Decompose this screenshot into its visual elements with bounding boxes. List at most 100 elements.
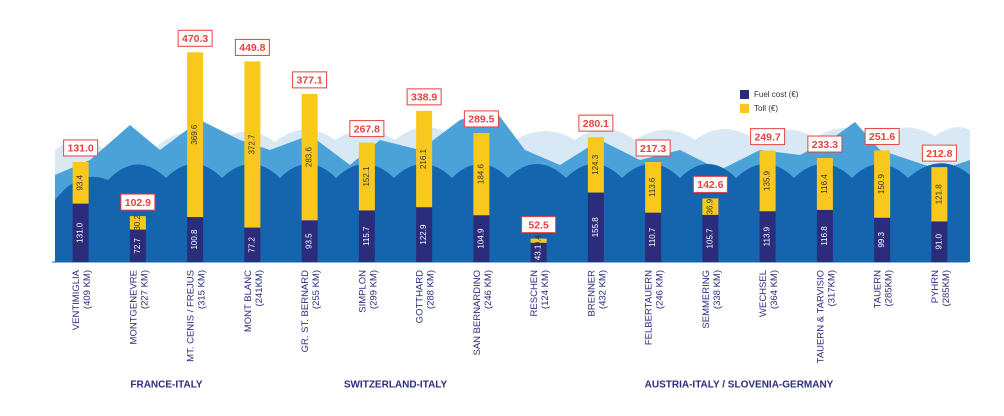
bar-segment — [931, 221, 948, 262]
total-label: 338.9 — [411, 92, 437, 104]
bar-segment — [72, 203, 89, 262]
bar-value-label: 91.0 — [934, 233, 943, 249]
x-tick-label: WECHSEL — [758, 270, 769, 317]
x-tick-sublabel: (338 KM) — [712, 270, 723, 309]
total-box — [177, 29, 213, 47]
bar-value-label: 115.7 — [362, 226, 371, 246]
x-tick-label: SAN BERNARDINO — [472, 270, 483, 356]
x-tick-label: MT. CENIS / FREJUS — [186, 270, 197, 362]
x-tick-sublabel: (285KM) — [884, 270, 895, 306]
x-tick-sublabel: (255 KM) — [311, 270, 322, 309]
bar-value-label: 104.9 — [476, 228, 485, 249]
group-label: SWITZERLAND-ITALY — [344, 380, 448, 391]
bar-segment — [473, 215, 490, 262]
total-label: 233.3 — [812, 139, 838, 151]
bar-segment — [874, 217, 891, 262]
total-label: 52.5 — [528, 219, 549, 231]
bar-segment — [587, 192, 604, 262]
total-label: 267.8 — [354, 123, 380, 135]
bar-segment — [187, 217, 204, 262]
legend-swatch — [740, 90, 749, 99]
total-box — [635, 139, 671, 157]
bar-value-label: 372.7 — [247, 134, 256, 155]
bar-value-label: 135.9 — [763, 170, 772, 191]
bar-segment — [874, 150, 891, 218]
bar-segment — [244, 227, 261, 262]
x-tick-label: PYHRN — [930, 270, 941, 303]
bar-value-label: 152.1 — [362, 166, 371, 187]
bar-segment — [759, 150, 776, 212]
total-box — [292, 71, 328, 89]
x-tick-sublabel: (227 KM) — [139, 270, 150, 309]
bar-segment — [301, 220, 318, 262]
x-tick-label: TAUERN & TARVISIO — [815, 270, 826, 363]
total-box — [349, 120, 385, 138]
legend: Fuel cost (€) Toll (€) — [740, 90, 799, 113]
total-box — [750, 128, 786, 146]
bar-segment — [702, 214, 719, 262]
total-box — [234, 38, 270, 56]
total-label: 217.3 — [640, 143, 666, 155]
bar-value-label: 116.8 — [820, 226, 829, 246]
bar-segment — [931, 167, 948, 222]
bar-segment — [358, 210, 375, 262]
x-tick-label: MONT BLANC — [243, 270, 254, 332]
bar-segment — [645, 212, 662, 262]
x-tick-label: VENTIMIGLIA — [71, 269, 82, 330]
bar-segment — [587, 137, 604, 193]
total-label: 102.9 — [125, 197, 151, 209]
bar-segment — [702, 198, 719, 215]
bar-value-label: 77.2 — [247, 236, 256, 252]
total-label: 377.1 — [296, 75, 322, 87]
bar-segment — [244, 61, 261, 228]
bar-value-label: 100.8 — [190, 229, 199, 250]
bar-value-label: 43.1 — [534, 244, 543, 260]
legend-swatch — [740, 104, 749, 113]
bar-value-label: 124.3 — [591, 154, 600, 175]
bar-value-label: 36.9 — [705, 198, 714, 214]
bar-segment — [759, 211, 776, 262]
total-box — [120, 193, 156, 211]
bar-segment — [72, 161, 89, 204]
foreground-hills — [55, 163, 970, 262]
total-label: 142.6 — [697, 179, 723, 191]
x-tick-sublabel: (124 KM) — [540, 270, 551, 309]
bar-value-label: 121.8 — [934, 184, 943, 205]
x-tick-sublabel: (241KM) — [254, 270, 265, 306]
total-box — [63, 139, 99, 157]
x-tick-label: FELBERTAUERN — [644, 270, 655, 345]
x-tick-sublabel: (315 KM) — [197, 270, 208, 309]
bar-value-label: 122.9 — [419, 224, 428, 245]
bar-segment — [816, 209, 833, 262]
bar-segment — [358, 142, 375, 211]
x-tick-sublabel: (317KM) — [826, 270, 837, 306]
bar-value-label: 99.3 — [877, 232, 886, 248]
bar-value-label: 116.4 — [820, 174, 829, 194]
bar-value-label: 216.1 — [419, 148, 428, 169]
x-tick-label: TAUERN — [873, 270, 884, 308]
bar-value-label: 113.6 — [648, 177, 657, 197]
x-tick-label: GOTTHARD — [415, 270, 426, 323]
x-tick-sublabel: (285KM) — [941, 270, 952, 306]
bar-value-label: 110.7 — [648, 227, 657, 247]
x-tick-sublabel: (299 KM) — [368, 270, 379, 309]
bar-segment — [530, 238, 547, 243]
x-tick-label: MONTGENEVRE — [128, 270, 139, 344]
bar-segment — [301, 93, 318, 221]
bar-value-label: 184.6 — [476, 164, 485, 185]
bar-value-label: 131.0 — [76, 222, 85, 243]
bar-value-label: 9.4 — [534, 235, 543, 247]
total-label: 131.0 — [67, 143, 93, 155]
bar-value-label: 155.8 — [591, 217, 600, 238]
x-tick-label: SIMPLON — [357, 270, 368, 313]
bar-value-label: 93.5 — [305, 233, 314, 249]
x-tick-label: GR. ST. BERNARD — [300, 270, 311, 352]
bar-value-label: 283.6 — [305, 147, 314, 168]
total-label: 249.7 — [754, 131, 780, 143]
bar-segment — [187, 52, 204, 218]
total-box — [807, 135, 843, 153]
x-tick-sublabel: (432 KM) — [597, 270, 608, 309]
bar-segment — [416, 110, 433, 208]
bar-value-label: 93.4 — [76, 174, 85, 190]
